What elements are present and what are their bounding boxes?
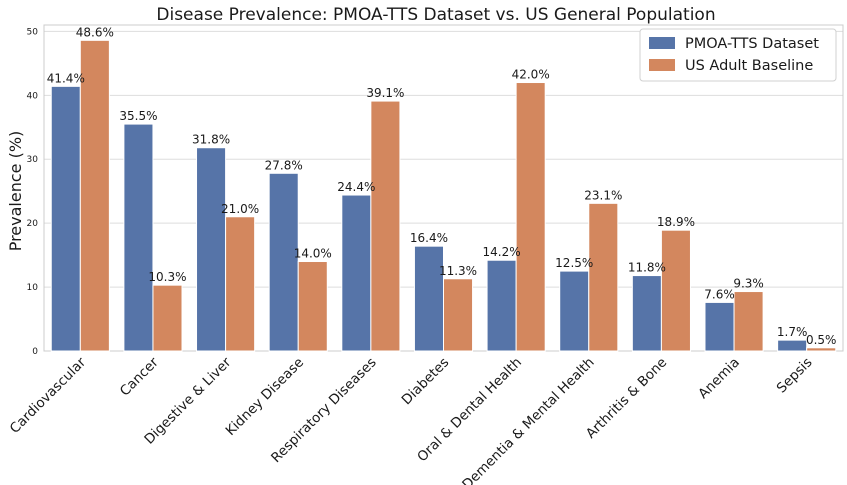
bar-value-label: 18.9% [657,215,695,229]
y-tick-label: 30 [27,155,39,165]
y-axis-ticks: 0 10 20 30 40 50 [27,27,39,357]
bar-us-baseline [443,278,474,352]
legend-swatch-pmoa [649,37,675,49]
bar-pmoa [777,339,808,352]
bar-us-baseline [733,291,764,352]
bar-us-baseline [79,39,110,352]
x-tick-label: Sepsis [774,355,816,397]
bar-value-label: 48.6% [76,25,114,39]
bar-us-baseline [297,261,328,352]
bar-us-baseline [152,284,183,352]
legend-swatch-us-baseline [649,59,675,71]
bar-value-label: 14.0% [294,247,332,261]
x-tick-label: Dementia & Mental Health [459,355,597,485]
bar-pmoa [196,147,227,352]
bar-pmoa [559,270,590,352]
bar-value-label: 7.6% [704,287,735,301]
legend-box [639,28,837,82]
bars [50,39,837,352]
bar-value-label: 10.3% [148,270,186,284]
bar-us-baseline [225,216,256,352]
bar-value-label: 41.4% [47,71,85,85]
bar-value-label: 0.5% [806,333,837,347]
bar-us-baseline [370,100,401,352]
bar-pmoa [631,275,662,352]
bar-value-label: 24.4% [337,180,375,194]
y-tick-label: 10 [27,283,39,293]
chart-title: Disease Prevalence: PMOA-TTS Dataset vs.… [156,5,715,25]
bar-value-label: 11.8% [628,261,666,275]
bar-pmoa [486,259,517,352]
y-tick-label: 50 [27,27,39,37]
bar-value-label: 14.2% [483,245,521,259]
bar-us-baseline [515,82,546,352]
y-axis-label: Prevalence (%) [6,131,25,252]
bar-pmoa [268,172,299,352]
x-tick-label: Cardiovascular [7,354,90,437]
y-tick-label: 20 [27,219,39,229]
x-tick-label: Kidney Disease [223,355,307,439]
legend-label-us-baseline: US Adult Baseline [685,58,813,74]
bar-value-label: 35.5% [119,109,157,123]
bar-value-label: 1.7% [777,325,808,339]
bar-pmoa [341,194,372,352]
x-tick-label: Diabetes [399,355,453,409]
bar-value-label: 42.0% [512,68,550,82]
y-tick-label: 40 [27,91,39,101]
bar-value-label: 16.4% [410,231,448,245]
bar-pmoa [413,245,445,352]
y-tick-label: 0 [32,347,38,357]
bar-value-label: 23.1% [584,188,622,202]
bar-value-label: 21.0% [221,202,259,216]
bar-pmoa [704,301,735,352]
bar-value-label: 12.5% [555,256,593,270]
x-tick-label: Arthritis & Bone [583,355,670,442]
bar-pmoa [50,85,81,352]
bar-value-label: 27.8% [265,158,303,172]
legend: PMOA-TTS Dataset US Adult Baseline [639,28,837,82]
bar-value-label: 9.3% [733,277,764,291]
x-tick-label: Anemia [695,355,743,403]
bar-us-baseline [588,202,619,352]
bar-pmoa [123,123,154,352]
bar-value-label: 31.8% [192,133,230,147]
bar-value-label: 11.3% [439,264,477,278]
bar-us-baseline [806,347,837,352]
bar-us-baseline [660,229,691,352]
value-labels: 41.4% 35.5% 31.8% 27.8% 24.4% 16.4% 14.2% 12.5%… [47,25,837,346]
x-tick-label: Cancer [117,354,162,399]
legend-label-pmoa: PMOA-TTS Dataset [685,36,819,52]
bar-value-label: 39.1% [366,86,404,100]
